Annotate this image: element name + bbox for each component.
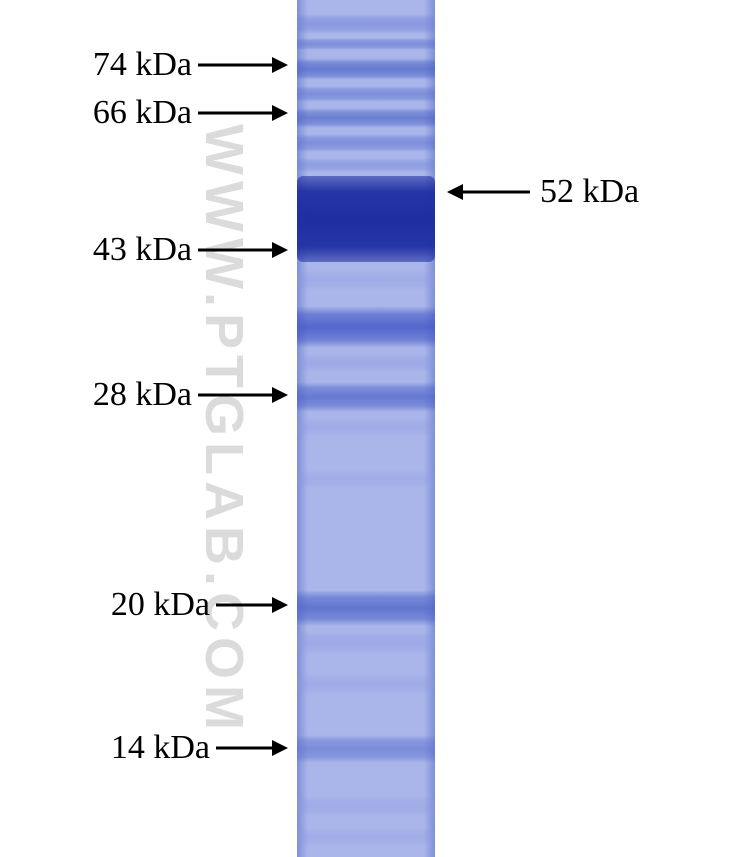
marker-arrow-icon [198,235,288,265]
marker-arrow-icon [216,733,288,763]
marker-label: 14 kDa [86,728,210,768]
band [297,14,435,34]
gel-lane [297,0,435,857]
band [297,632,435,654]
band [297,58,435,80]
band [297,270,435,290]
marker-arrow-icon [198,380,288,410]
band [297,828,435,846]
band [297,796,435,816]
band [297,590,435,626]
band-main [297,176,435,262]
marker-arrow-icon [198,50,288,80]
band [297,470,435,488]
band [297,418,435,436]
marker-label: 20 kDa [86,585,210,625]
band [297,134,435,152]
band [297,306,435,348]
marker-label: 66 kDa [68,93,192,133]
band [297,674,435,694]
band [297,86,435,102]
marker-label: 74 kDa [68,45,192,85]
watermark-text: WWW.PTGLAB.COM [193,124,255,736]
marker-label: 28 kDa [68,375,192,415]
marker-arrow-icon [216,590,288,620]
band [297,354,435,372]
band [297,108,435,128]
marker-label: 52 kDa [540,172,639,212]
band [297,38,435,50]
band [297,158,435,172]
marker-label: 43 kDa [68,230,192,270]
band [297,382,435,412]
marker-arrow-icon [198,98,288,128]
marker-arrow-icon [447,177,530,207]
band [297,735,435,763]
